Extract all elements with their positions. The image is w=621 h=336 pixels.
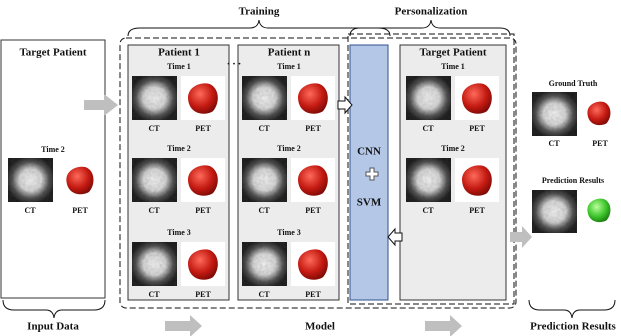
ct-image [406, 158, 451, 202]
label: Prediction Results [542, 176, 604, 185]
ct-image [242, 158, 287, 202]
label: Time 1 [441, 62, 465, 71]
label: Time 2 [167, 144, 191, 153]
ct-image [8, 158, 53, 202]
ct-image [242, 76, 287, 120]
label: Time 2 [41, 145, 65, 154]
brace [349, 19, 511, 37]
label: CT [422, 124, 434, 133]
ct-image [242, 242, 287, 286]
classifier-label: SVM [357, 197, 382, 209]
panel-title: Patient n [268, 47, 310, 59]
label: PET [195, 290, 211, 299]
label: CT [258, 290, 270, 299]
pet-image [587, 101, 611, 126]
pet-image [66, 166, 94, 195]
model-box [119, 37, 517, 309]
label: Time 1 [167, 62, 191, 71]
ct-image [532, 92, 577, 136]
plus-icon [365, 167, 379, 181]
label: PET [305, 290, 321, 299]
personalization-box [347, 33, 515, 305]
label: CT [258, 124, 270, 133]
label: CT [548, 139, 560, 148]
pet-image [188, 249, 218, 280]
arrow [337, 95, 353, 115]
label: CT [24, 206, 36, 215]
ct-image [132, 242, 177, 286]
ct-image [532, 190, 577, 233]
pet-image [298, 165, 328, 196]
ct-image [132, 158, 177, 202]
label: PET [592, 139, 608, 148]
section-label: Personalization [395, 6, 468, 18]
bracket [528, 299, 616, 319]
bracket [2, 299, 106, 319]
label: PET [195, 124, 211, 133]
ellipsis: . . . [227, 56, 241, 68]
panel-title: Target Patient [19, 47, 86, 59]
arrow [387, 227, 403, 247]
label: CT [422, 206, 434, 215]
arrows [84, 94, 532, 336]
panel-title: Target Patient [419, 47, 486, 59]
pet-image [298, 249, 328, 280]
label: PET [305, 124, 321, 133]
label: Time 2 [277, 144, 301, 153]
label: CT [258, 206, 270, 215]
label: CT [148, 124, 160, 133]
label: CT [148, 290, 160, 299]
label: PET [469, 124, 485, 133]
label: CT [148, 206, 160, 215]
pet-image [188, 83, 218, 114]
label: Time 2 [441, 144, 465, 153]
pet-image [188, 165, 218, 196]
ct-image [406, 76, 451, 120]
pet-image [587, 198, 611, 223]
section-label: Training [239, 6, 280, 18]
label: PET [469, 206, 485, 215]
label: PET [305, 206, 321, 215]
label: Time 1 [277, 62, 301, 71]
pet-image [298, 83, 328, 114]
label: Time 3 [167, 228, 191, 237]
label: Time 3 [277, 228, 301, 237]
label: PET [195, 206, 211, 215]
pet-image [462, 165, 492, 196]
ct-image [132, 76, 177, 120]
caption: Model [305, 321, 335, 333]
caption: Prediction Results [530, 321, 616, 333]
caption: Input Data [27, 321, 79, 333]
panel-title: Patient 1 [158, 47, 200, 59]
label: Ground Truth [549, 79, 598, 88]
label: PET [72, 206, 88, 215]
classifier-label: CNN [357, 146, 381, 158]
pet-image [462, 83, 492, 114]
